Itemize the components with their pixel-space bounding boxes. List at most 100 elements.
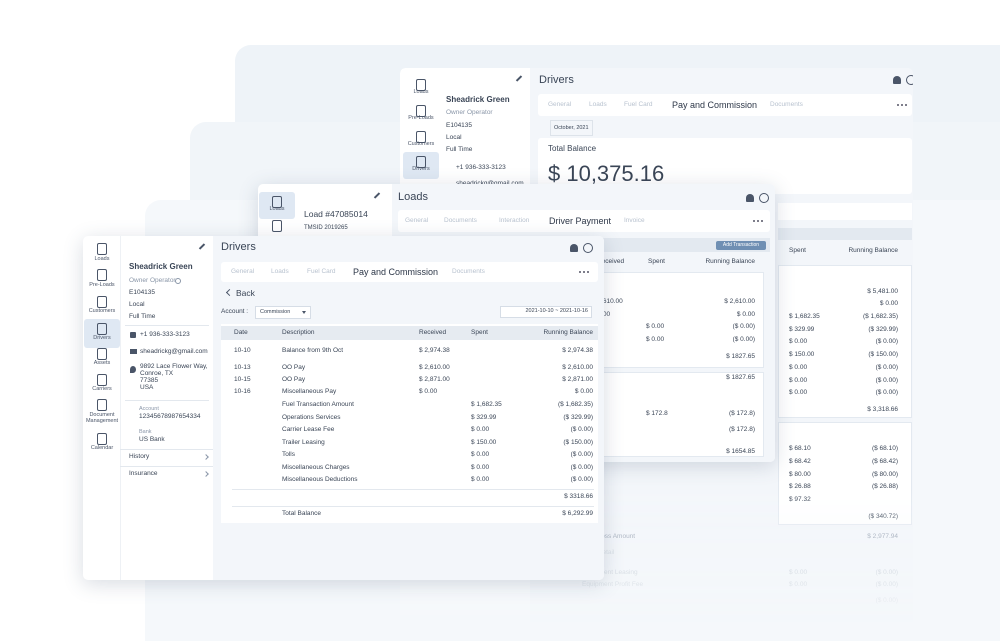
cell-balance: ($ 0.00) — [875, 597, 898, 604]
role: Owner Operator — [129, 277, 176, 284]
cell-balance: ($ 150.00) — [868, 351, 898, 358]
header-row — [221, 326, 598, 340]
cell-balance: ($ 0.00) — [875, 581, 898, 588]
header: Description — [282, 329, 315, 336]
cell-description: Trailer Leasing — [282, 439, 325, 446]
dropdown-arrow — [302, 311, 306, 316]
nav-icon — [97, 243, 107, 255]
cell-balance: ($ 0.00) — [570, 426, 593, 433]
nav-label: Customers — [407, 141, 435, 147]
header: Spent — [471, 329, 488, 336]
tab: Driver Payment — [549, 216, 612, 226]
schedule: Full Time — [129, 313, 156, 320]
tab[interactable]: Documents — [452, 268, 485, 275]
email: sheadrickg@gmail.com — [456, 178, 524, 190]
tab[interactable]: Pay and Commission — [353, 267, 439, 277]
cell-description: Miscellaneous Pay — [282, 388, 337, 395]
nav-icon — [97, 374, 107, 386]
dropdown-row — [778, 203, 912, 220]
cell-label: Equipment Leasing — [582, 569, 638, 576]
tab: Loads — [589, 101, 607, 108]
location: Local — [446, 134, 462, 141]
cell-balance: ($ 80.00) — [871, 471, 898, 478]
cell-spent: $ 0.00 — [789, 338, 808, 345]
cell-description: Miscellaneous Deductions — [282, 476, 358, 483]
phone-icon — [130, 332, 136, 338]
cell-balance: ($ 1,682.35) — [862, 313, 898, 320]
nav-icon — [97, 296, 107, 308]
tab: General — [548, 101, 572, 108]
panel — [778, 422, 912, 525]
menu-dot — [897, 104, 899, 106]
cell-label: Equipment Profit Fee — [582, 581, 644, 588]
pencil-icon — [198, 243, 206, 250]
cell-balance: $ 0.00 — [736, 311, 755, 318]
menu-dot — [905, 104, 907, 106]
cell-spent: $ 150.00 — [471, 439, 497, 446]
phone: +1 936-333-3123 — [456, 164, 506, 171]
section[interactable]: History — [129, 453, 150, 460]
tab[interactable]: Loads — [271, 268, 289, 275]
cell-spent: $ 172.8 — [646, 410, 668, 417]
nav-icon — [97, 348, 107, 360]
separator — [232, 506, 594, 507]
subtotal: $ 3318.66 — [564, 493, 593, 500]
address-line: USA — [140, 384, 154, 391]
cell-spent: $ 329.99 — [471, 414, 497, 421]
bank: US Bank — [139, 436, 165, 443]
tab[interactable]: Fuel Card — [307, 268, 336, 275]
add-transaction-button[interactable]: Add Transaction — [716, 241, 766, 250]
cell-spent: $ 0.00 — [789, 377, 808, 384]
cell-description: Fuel Transaction Amount — [282, 401, 354, 408]
account: 12345678987654334 — [139, 413, 201, 420]
header: Received — [419, 329, 447, 336]
cell-balance: ($ 329.99) — [868, 326, 898, 333]
cell-spent: $ 1,682.35 — [471, 401, 502, 408]
nav-icon — [97, 323, 107, 335]
cell-received: $ 0.00 — [419, 388, 438, 395]
cell-spent: $ 0.00 — [471, 464, 490, 471]
net-gross-value: $ 2,977.94 — [867, 533, 898, 540]
cell-balance: ($ 0.00) — [875, 569, 898, 576]
pencil-icon — [373, 192, 381, 199]
name: Sheadrick Green — [129, 262, 193, 271]
panel — [778, 265, 912, 418]
back-link[interactable]: Back — [236, 288, 255, 298]
cell-balance: $ 2,871.00 — [562, 376, 593, 383]
cell-balance: $ 0.00 — [879, 300, 898, 307]
nav-label: Drivers — [93, 335, 111, 341]
id: E104135 — [129, 289, 156, 296]
nav-icon — [97, 269, 107, 281]
cell-balance: ($ 0.00) — [732, 323, 755, 330]
title: Loads — [398, 191, 428, 203]
id: E104135 — [446, 122, 473, 129]
cell-spent: $ 1,682.35 — [789, 313, 820, 320]
nav-label: Assets — [93, 360, 111, 366]
cell-date: 10-16 — [234, 388, 251, 395]
section[interactable]: Insurance — [129, 470, 158, 477]
cell-balance: $ 1827.65 — [726, 374, 755, 381]
cell-spent: $ 0.00 — [471, 426, 490, 433]
cell-description: Miscellaneous Charges — [282, 464, 350, 471]
cell-spent: $ 329.99 — [789, 326, 815, 333]
bank-label: Bank — [139, 429, 152, 435]
tab-bar — [398, 210, 770, 232]
separator — [120, 466, 213, 467]
tab[interactable]: General — [231, 268, 255, 275]
nav-icon — [416, 79, 426, 91]
net-gross-label: Net Gross Amount — [582, 533, 636, 540]
cell-balance: ($ 0.00) — [570, 464, 593, 471]
cell-balance: ($ 172.8) — [728, 410, 755, 417]
tab: General — [405, 217, 429, 224]
cell-balance: $ 3,318.66 — [867, 406, 898, 413]
cell-spent: $ 0.00 — [471, 451, 490, 458]
total-label: Total Balance — [282, 510, 322, 517]
location: Local — [129, 301, 145, 308]
front-window: Loads Pre-Loads Customers Drivers Assets Carr… — [83, 236, 604, 580]
account-dropdown[interactable]: Commission — [255, 306, 311, 319]
header: Received — [597, 258, 625, 265]
date-range[interactable]: 2021-10-10 ~ 2021-10-16 — [525, 308, 588, 314]
chevron — [203, 471, 209, 477]
cell-balance: ($ 0.00) — [875, 377, 898, 384]
nav-label: Loads — [269, 206, 285, 212]
